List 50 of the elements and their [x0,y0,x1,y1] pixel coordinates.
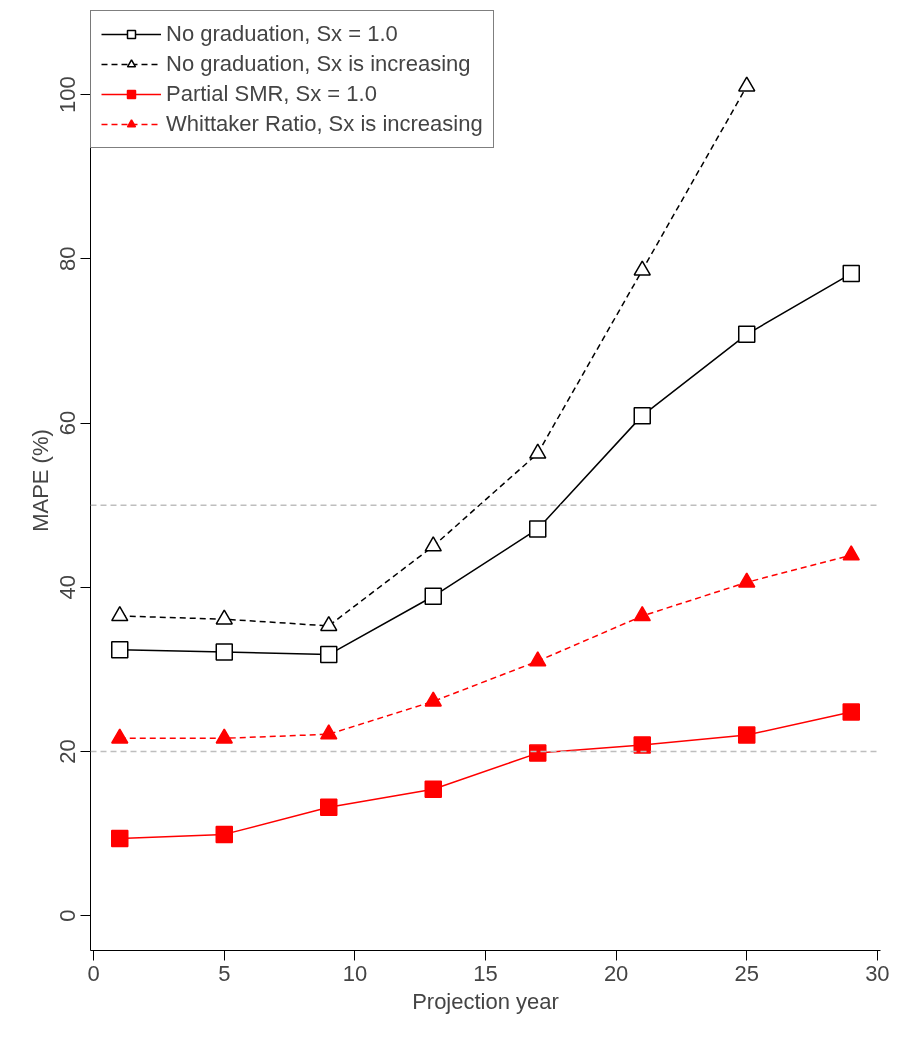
x-tick-label: 0 [87,960,100,986]
legend-label: No graduation, Sx = 1.0 [166,21,398,47]
x-tick-label: 30 [865,960,890,986]
x-tick-label: 15 [473,960,498,986]
y-tick-label: 20 [55,739,81,764]
point [424,587,442,606]
point [737,76,756,92]
point [633,736,651,754]
point [633,605,651,622]
point [320,645,338,664]
y-tick-label: 60 [55,410,81,436]
point [737,726,756,744]
point [842,545,860,561]
y-tick-label: 40 [55,574,81,600]
x-tick-label: 20 [603,960,629,986]
point [737,572,756,588]
point [111,640,129,659]
point [842,264,860,283]
x-tick-label: 5 [218,960,231,986]
point [633,260,651,276]
y-tick-label: 0 [55,909,81,922]
point [215,609,234,625]
point [424,780,442,798]
point [529,651,547,667]
point [320,615,338,632]
point [424,536,442,552]
point [529,443,547,459]
point [111,605,129,622]
point [320,798,338,817]
point [842,703,860,721]
y-tick-label: 100 [55,76,81,113]
y-tick-label: 80 [55,246,81,272]
y-axis-title: MAPE (%) [27,429,53,532]
point [737,325,756,344]
point [111,728,129,744]
x-axis-title: Projection year [412,988,559,1014]
point [529,520,547,538]
legend-label: Partial SMR, Sx = 1.0 [166,81,377,107]
x-tick-label: 10 [342,960,368,986]
point [320,724,338,740]
point [215,643,234,661]
point [215,825,234,844]
point [111,829,129,848]
legend-label: No graduation, Sx is increasing [166,51,471,77]
point [633,406,651,425]
legend-label: Whittaker Ratio, Sx is increasing [166,111,483,137]
point [215,728,234,744]
x-tick-label: 25 [734,960,759,986]
point [529,744,547,762]
point [424,691,442,707]
